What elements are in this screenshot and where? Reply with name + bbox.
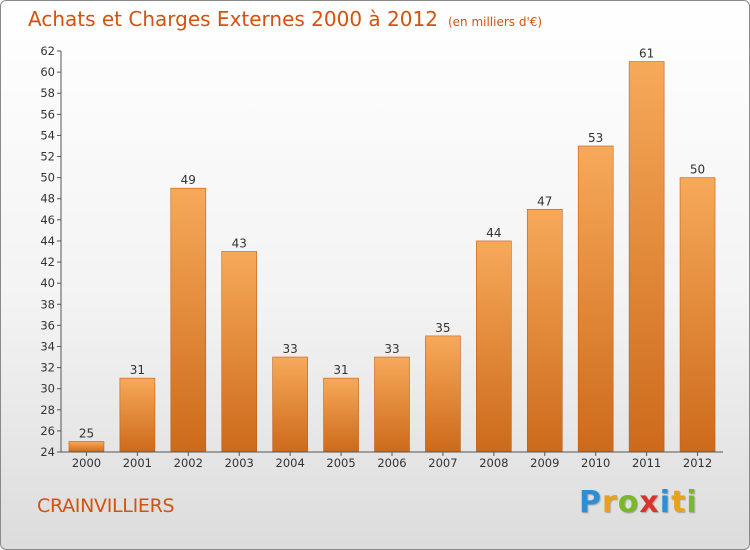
bar-value-label: 43: [232, 237, 247, 251]
logo-letter: i: [686, 485, 698, 520]
bar: [119, 377, 156, 453]
y-tick-label: 62: [40, 44, 55, 58]
x-tick-label: 2000: [72, 456, 101, 470]
bar: [170, 187, 207, 453]
y-tick-label: 50: [40, 171, 55, 185]
x-tick-label: 2006: [377, 456, 406, 470]
y-tick-label: 28: [40, 403, 55, 417]
proxiti-logo: Proxiti: [579, 485, 698, 520]
y-tick-label: 48: [40, 192, 55, 206]
y-tick-label: 46: [40, 213, 55, 227]
bar-value-label: 31: [130, 363, 145, 377]
bar-value-label: 50: [690, 163, 705, 177]
x-tick-label: 2004: [276, 456, 305, 470]
commune-name: CRAINVILLIERS: [37, 495, 175, 517]
bar-value-label: 35: [435, 321, 450, 335]
logo-letter: P: [579, 485, 602, 520]
y-tick-label: 42: [40, 255, 55, 269]
axis-layer: 2000 2001 2002 2003 2004 2005 2006 2007 2008 2009…: [40, 44, 723, 470]
bar: [221, 251, 258, 453]
y-tick-label: 34: [40, 339, 55, 353]
logo-letter: i: [659, 485, 672, 520]
x-tick-label: 2011: [632, 456, 661, 470]
bar-value-label: 49: [181, 173, 196, 187]
y-tick-label: 32: [40, 361, 55, 375]
bar-value-label: 44: [486, 226, 501, 240]
logo-letter: o: [617, 485, 640, 520]
logo-letter: x: [639, 485, 660, 520]
logo-letter: r: [602, 485, 618, 520]
bar: [679, 177, 716, 453]
bar-value-label: 33: [283, 342, 298, 356]
x-tick-label: 2010: [581, 456, 610, 470]
x-tick-label: 2007: [428, 456, 457, 470]
title-text: Achats et Charges Externes 2000 à 2012: [28, 7, 438, 31]
y-tick-label: 44: [40, 234, 55, 248]
x-tick-label: 2001: [123, 456, 152, 470]
bar: [68, 441, 105, 453]
bar: [577, 145, 614, 453]
x-tick-label: 2008: [479, 456, 508, 470]
y-tick-label: 26: [40, 424, 55, 438]
bar: [374, 356, 410, 453]
bar-value-label: 61: [639, 47, 654, 61]
y-tick-label: 30: [40, 382, 55, 396]
logo-letter: t: [671, 485, 687, 520]
bars-layer: 25 31 49 43 33 31 33 35 44 47 53 61 50: [68, 47, 716, 453]
y-tick-label: 60: [40, 65, 55, 79]
bar: [272, 356, 308, 453]
y-tick-label: 36: [40, 318, 55, 332]
bar: [425, 335, 461, 453]
bar-value-label: 47: [537, 194, 552, 208]
bar-value-label: 31: [333, 363, 348, 377]
x-tick-label: 2003: [225, 456, 254, 470]
y-tick-label: 56: [40, 107, 55, 121]
y-tick-label: 58: [40, 86, 55, 100]
bar-value-label: 33: [384, 342, 399, 356]
bar: [526, 208, 563, 453]
x-tick-label: 2009: [530, 456, 559, 470]
x-tick-label: 2005: [326, 456, 355, 470]
y-tick-label: 54: [40, 128, 55, 142]
bar: [323, 377, 359, 453]
y-tick-label: 24: [40, 445, 55, 459]
x-tick-label: 2012: [683, 456, 712, 470]
title-unit: (en milliers d'€): [447, 15, 543, 29]
x-tick-label: 2002: [174, 456, 203, 470]
y-tick-label: 38: [40, 297, 55, 311]
bar-value-label: 53: [588, 131, 603, 145]
chart-title: Achats et Charges Externes 2000 à 2012 (e…: [28, 7, 542, 31]
y-tick-label: 40: [40, 276, 55, 290]
y-tick-label: 52: [40, 150, 55, 164]
bar: [628, 61, 665, 453]
bar-value-label: 25: [79, 426, 94, 440]
bar: [476, 240, 512, 453]
